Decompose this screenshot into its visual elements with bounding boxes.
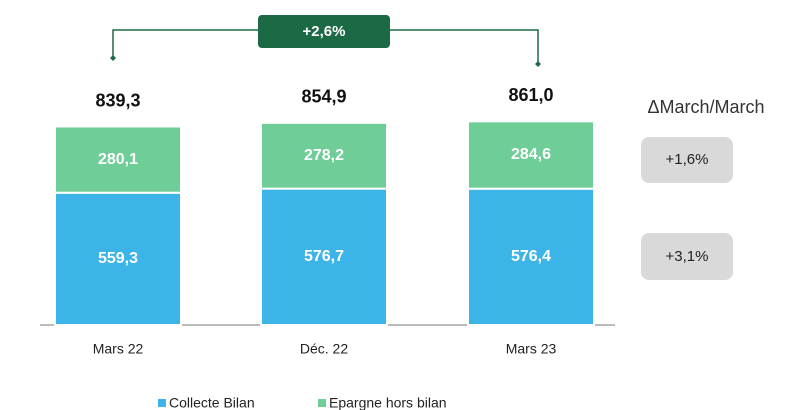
- delta-label: +3,1%: [666, 248, 709, 265]
- bar-segment: [260, 121, 388, 190]
- x-tick-label: Mars 22: [93, 341, 144, 357]
- x-tick-label: Déc. 22: [300, 341, 348, 357]
- growth-box: [258, 15, 390, 48]
- value-label: 576,4: [511, 248, 551, 265]
- bar-segment: [260, 187, 388, 326]
- value-label: 576,7: [304, 248, 344, 265]
- delta-box: [641, 233, 733, 280]
- delta-label: +1,6%: [666, 151, 709, 168]
- delta-box: [641, 137, 733, 183]
- value-label: 284,6: [511, 146, 551, 163]
- legend-swatch: [318, 399, 326, 407]
- delta-title: ΔMarch/March: [647, 97, 764, 117]
- total-label: 839,3: [95, 90, 140, 110]
- bar-segment: [467, 120, 595, 190]
- value-label: 559,3: [98, 250, 138, 267]
- bracket-ends: [110, 55, 541, 67]
- value-label: 280,1: [98, 151, 138, 168]
- bar-segment: [54, 125, 182, 194]
- legend-swatch: [158, 399, 166, 407]
- total-label: 861,0: [508, 85, 553, 105]
- bar-segment: [54, 191, 182, 326]
- legend-label: Epargne hors bilan: [329, 395, 447, 410]
- value-label: 278,2: [304, 147, 344, 164]
- legend-label: Collecte Bilan: [169, 395, 255, 410]
- total-label: 854,9: [301, 87, 346, 107]
- growth-label: +2,6%: [303, 23, 346, 40]
- bar-segment: [467, 187, 595, 326]
- x-tick-label: Mars 23: [506, 341, 557, 357]
